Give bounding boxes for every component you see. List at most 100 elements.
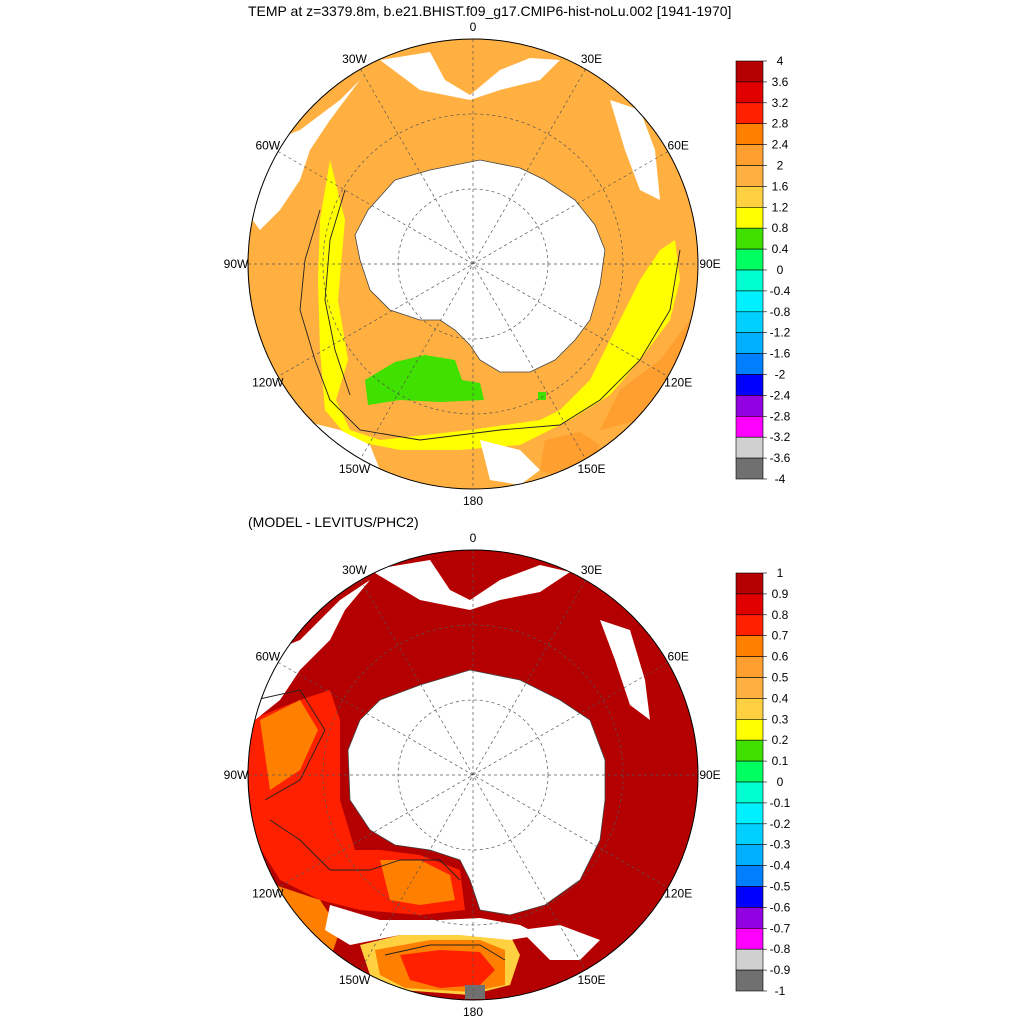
colorbar-label: -0.3 — [770, 838, 791, 852]
colorbar-label: 0 — [777, 263, 784, 277]
top-landmask-south-america — [248, 80, 360, 230]
colorbar-swatch — [735, 269, 764, 292]
longitude-label: 60W — [255, 139, 280, 153]
longitude-label: 120W — [252, 887, 284, 901]
colorbar-swatch — [735, 739, 764, 762]
colorbar-swatch — [735, 948, 764, 971]
longitude-label: 90W — [224, 257, 249, 271]
colorbar-swatch — [735, 802, 764, 825]
colorbar-swatch — [735, 614, 764, 636]
top-colorbar: 4 3.6 3.2 2.8 2.4 2 1.6 1.2 0.8 0.4 0 -0.4 -0.8 -1.2 -… — [735, 54, 791, 486]
top-contour-line — [324, 189, 351, 396]
colorbar-label: 0.8 — [772, 221, 789, 235]
colorbar-label: -0.5 — [770, 880, 791, 894]
colorbar-swatch — [735, 81, 764, 104]
colorbar-swatch — [735, 227, 764, 250]
bottom-contour-line — [269, 819, 461, 881]
bottom-landmask-southeast — [520, 925, 600, 960]
colorbar-label: 0.3 — [772, 712, 789, 726]
colorbar-swatch — [735, 844, 764, 866]
top-contour-line — [299, 209, 681, 441]
longitude-label: 0 — [470, 20, 477, 34]
bottom-antarctica — [347, 669, 606, 916]
longitude-label: 60E — [668, 139, 689, 153]
colorbar-swatch — [735, 969, 764, 992]
colorbar-swatch — [735, 144, 764, 166]
colorbar-label: 1.6 — [772, 179, 789, 193]
colorbar-label: -0.6 — [770, 900, 791, 914]
longitude-label: 150E — [577, 973, 605, 987]
colorbar-swatch — [735, 635, 764, 657]
colorbar-label: -2.4 — [770, 388, 791, 402]
colorbar-swatch — [735, 823, 764, 845]
top-antarctica — [354, 159, 606, 373]
bottom-colorbar: 1 0.9 0.8 0.7 0.6 0.5 0.4 0.3 0.2 0.1 0 -0.1 -0.2 -0.… — [735, 566, 791, 998]
bottom-landmask-south-america — [250, 580, 370, 720]
colorbar-swatch — [735, 656, 764, 678]
colorbar-swatch — [735, 186, 764, 208]
top-landmask-north — [380, 52, 560, 100]
longitude-label: 60E — [668, 650, 689, 664]
colorbar-label: 0.4 — [772, 691, 789, 705]
longitude-label: 90E — [699, 257, 720, 271]
longitude-label: 30W — [342, 52, 367, 66]
colorbar-label: 0.9 — [772, 587, 789, 601]
colorbar-label: -1 — [775, 984, 786, 998]
bottom-landmask-north — [370, 560, 570, 610]
colorbar-swatch — [735, 332, 764, 354]
colorbar-label: -2.8 — [770, 409, 791, 423]
colorbar-swatch — [735, 353, 764, 375]
longitude-label: 150E — [577, 462, 605, 476]
colorbar-label: 2.4 — [772, 138, 789, 152]
longitude-label: 180 — [463, 494, 483, 508]
colorbar-swatch — [735, 436, 764, 459]
colorbar-swatch — [735, 698, 764, 720]
colorbar-swatch — [735, 123, 764, 145]
colorbar-swatch — [735, 593, 764, 616]
colorbar-label: 3.2 — [772, 96, 789, 110]
colorbar-label: -3.2 — [770, 430, 791, 444]
colorbar-swatch — [735, 886, 764, 908]
top-polar-map: 0 30E 60E 90E 120E 150E 180 150W 120W 90W 60W 30W — [224, 20, 721, 508]
top-green-patch — [365, 355, 484, 405]
colorbar-label: 0.8 — [772, 608, 789, 622]
top-landmask-east — [610, 100, 660, 200]
top-landmask-south — [480, 440, 540, 485]
colorbar-label: 0.1 — [772, 754, 789, 768]
colorbar-swatch — [735, 760, 764, 783]
bottom-orange-band — [380, 860, 455, 905]
colorbar-label: -1.6 — [770, 347, 791, 361]
bottom-contour-line — [254, 689, 326, 801]
bottom-red-south — [400, 950, 495, 988]
map-title: TEMP at z=3379.8m, b.e21.BHIST.f09_g17.C… — [248, 3, 732, 19]
colorbar-label: 4 — [777, 54, 784, 68]
bottom-orange-region — [260, 700, 318, 790]
colorbar-swatch — [735, 677, 764, 699]
longitude-label: 150W — [339, 462, 371, 476]
colorbar-label: 2.8 — [772, 117, 789, 131]
colorbar-label: -0.9 — [770, 963, 791, 977]
colorbar-swatch — [735, 290, 764, 313]
colorbar-swatch — [735, 907, 764, 929]
colorbar-label: 1 — [777, 566, 784, 580]
colorbar-label: 0 — [777, 775, 784, 789]
top-graticule — [248, 39, 698, 489]
colorbar-label: -0.2 — [770, 817, 791, 831]
colorbar-label: 0.6 — [772, 650, 789, 664]
bottom-landmask-east — [600, 620, 650, 720]
colorbar-swatch — [735, 927, 764, 950]
colorbar-label: -3.6 — [770, 451, 791, 465]
bottom-graticule — [248, 550, 698, 1000]
longitude-label: 30E — [581, 563, 602, 577]
colorbar-swatch — [735, 395, 764, 417]
longitude-label: 120E — [664, 376, 692, 390]
bottom-longitude-labels: 0 30E 60E 90E 120E 150E 180 150W 120W 90W 60W 30W — [224, 531, 721, 1019]
longitude-label: 120W — [252, 376, 284, 390]
colorbar-label: -4 — [775, 472, 786, 486]
colorbar-swatch — [735, 102, 764, 125]
colorbar-swatch — [735, 718, 764, 741]
colorbar-label: -0.8 — [770, 942, 791, 956]
colorbar-label: -0.7 — [770, 921, 791, 935]
colorbar-swatch — [735, 60, 764, 83]
